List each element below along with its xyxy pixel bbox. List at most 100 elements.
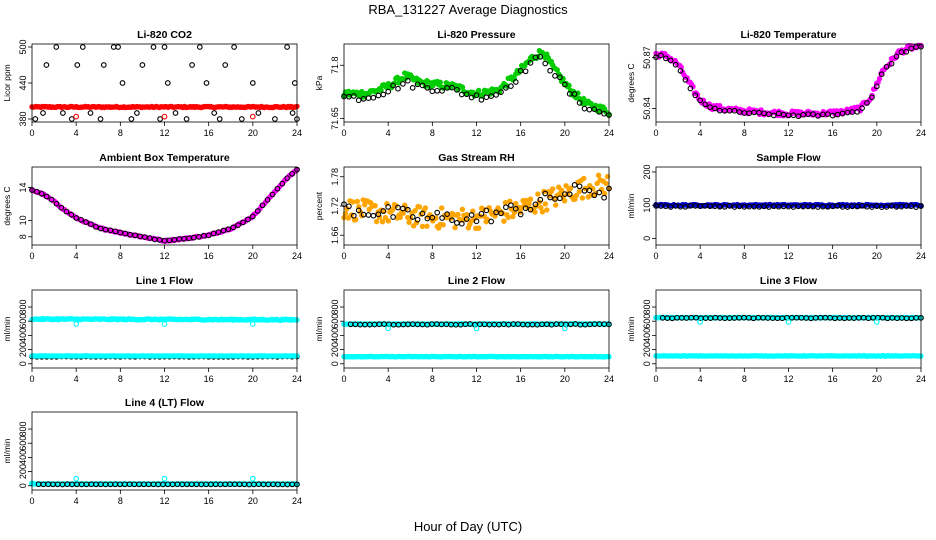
y-tick-label: 0 — [642, 236, 652, 241]
data-point — [414, 216, 421, 223]
data-point — [539, 209, 546, 215]
data-point — [385, 88, 392, 95]
data-point — [440, 222, 446, 228]
data-point — [254, 208, 261, 214]
data-point — [289, 170, 295, 177]
y-axis-label-rh: percent — [314, 191, 324, 220]
y-axis-sampleflow: 0 100 200 — [642, 164, 656, 241]
series-co2-calibration — [73, 113, 256, 120]
x-tick-label: 20 — [560, 128, 570, 138]
data-point — [43, 193, 50, 200]
data-point — [535, 191, 541, 197]
data-point — [459, 206, 466, 213]
data-point — [390, 214, 396, 220]
x-axis-co2: 0 4 8 12 16 20 24 — [29, 122, 302, 138]
data-point — [350, 212, 357, 219]
x-axis-sampleflow: 0 4 8 12 16 20 24 — [653, 245, 926, 261]
data-point — [150, 44, 157, 50]
panel-title-line2: Line 2 Flow — [448, 275, 506, 287]
x-tick-label: 12 — [159, 374, 169, 384]
y-tick-label: 50.84 — [642, 97, 652, 120]
x-tick-label: 12 — [159, 128, 169, 138]
data-point — [662, 55, 669, 62]
data-point — [350, 199, 356, 205]
data-point — [775, 110, 782, 117]
data-point — [566, 191, 573, 198]
data-point — [532, 201, 539, 208]
data-point — [68, 211, 75, 218]
data-point — [731, 107, 738, 114]
data-point — [571, 182, 578, 188]
y-tick-label: 0 — [330, 361, 340, 366]
data-point — [508, 83, 514, 89]
data-point — [473, 325, 480, 332]
x-tick-label: 0 — [341, 128, 346, 138]
data-point — [824, 111, 831, 117]
data-point — [68, 116, 75, 122]
y-tick-label: 0 — [642, 361, 652, 366]
data-point — [380, 91, 387, 98]
data-point — [439, 205, 445, 211]
data-point — [873, 83, 880, 90]
x-tick-label: 12 — [471, 251, 481, 261]
data-point — [269, 191, 276, 198]
y-tick-label: 10 — [18, 215, 28, 225]
data-point — [677, 67, 684, 74]
data-point — [40, 110, 46, 116]
data-point — [682, 76, 689, 83]
data-point — [378, 87, 384, 93]
data-point — [63, 208, 70, 215]
data-point — [34, 188, 40, 195]
x-tick-label: 20 — [248, 374, 258, 384]
data-point — [463, 216, 470, 222]
data-point — [552, 73, 558, 79]
data-point — [883, 63, 890, 70]
series-line1-all — [29, 315, 300, 323]
data-point — [444, 211, 450, 217]
data-point — [557, 195, 563, 202]
data-point — [395, 85, 401, 92]
y-tick-label: 600 — [642, 314, 652, 329]
data-point — [249, 213, 256, 220]
x-axis-line2: 0 4 8 12 16 20 24 — [341, 368, 614, 384]
data-point — [455, 211, 461, 218]
data-point — [434, 209, 441, 216]
data-point — [284, 175, 291, 181]
x-tick-label: 16 — [516, 251, 526, 261]
x-axis-title: Hour of Day (UTC) — [414, 519, 522, 534]
data-point — [547, 67, 553, 74]
data-point — [544, 207, 550, 213]
y-tick-label: 50.87 — [642, 46, 652, 69]
data-point — [100, 62, 107, 68]
data-point — [397, 214, 403, 221]
y-tick-label: 600 — [330, 314, 340, 329]
data-point — [498, 89, 504, 95]
y-axis-label-line3: ml/min — [626, 316, 636, 341]
data-point — [478, 96, 485, 103]
data-point — [527, 196, 534, 202]
data-point — [493, 92, 499, 98]
data-point — [225, 226, 232, 233]
data-point — [579, 195, 586, 201]
series-group-line1 — [29, 315, 300, 360]
data-point — [876, 75, 883, 82]
y-tick-label: 800 — [18, 300, 28, 315]
data-point — [424, 84, 431, 91]
data-point — [591, 106, 598, 112]
data-point — [255, 110, 262, 116]
data-point — [576, 100, 583, 106]
x-tick-label: 20 — [872, 374, 882, 384]
data-point — [238, 116, 245, 122]
data-point — [594, 180, 600, 187]
y-tick-label: 500 — [18, 39, 28, 54]
x-tick-label: 24 — [292, 251, 302, 261]
data-point — [502, 200, 509, 206]
series-sampleflow-average — [653, 202, 924, 210]
y-tick-label: 200 — [330, 342, 340, 357]
data-point — [53, 200, 60, 207]
data-point — [549, 186, 556, 192]
x-tick-label: 8 — [742, 128, 747, 138]
